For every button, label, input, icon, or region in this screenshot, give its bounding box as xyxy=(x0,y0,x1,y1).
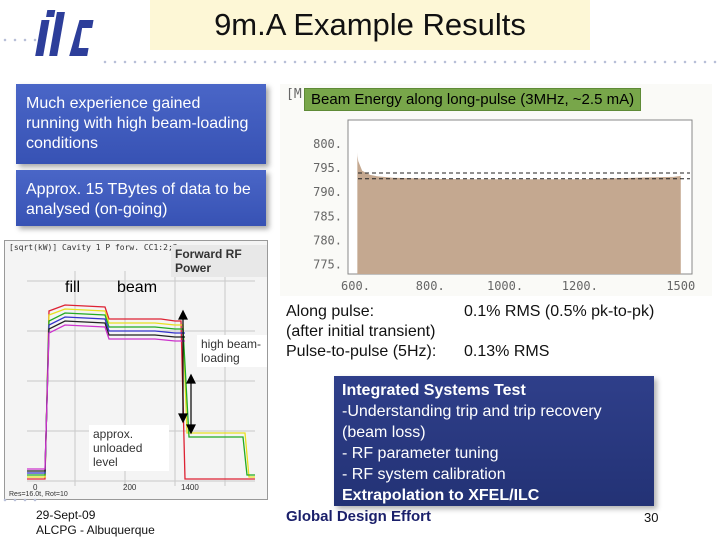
rf-axis-200: 200 xyxy=(123,483,137,492)
chart-title: Beam Energy along long-pulse (3MHz, ~2.5… xyxy=(304,88,642,111)
page-number: 30 xyxy=(644,510,659,525)
stats-line-2: (after initial transient) xyxy=(286,323,436,340)
footer-org: Global Design Effort xyxy=(286,508,432,525)
x-tick-label: 600. xyxy=(341,279,370,293)
ilc-logo-graphic xyxy=(35,10,94,56)
stats-along-value: 0.1% RMS (0.5% pk-to-pk) xyxy=(464,303,655,320)
title-bar: 9m.A Example Results xyxy=(150,0,590,50)
energy-line-0 xyxy=(356,147,681,180)
ist-box: Integrated Systems Test -Understanding t… xyxy=(334,376,654,506)
stats-p2p-value: 0.13% RMS xyxy=(464,343,550,360)
rf-plot-header: [sqrt(kW)] Cavity 1 P forw. CC1:2;3 xyxy=(9,243,178,252)
beam-energy-chart: 800. 795. 790. 785. 780. 775. 600. 800. 1000. 120… xyxy=(280,84,712,296)
beam-energy-chart-svg: 800. 795. 790. 785. 780. 775. 600. 800. 1000. 120… xyxy=(286,87,695,293)
stats-along-label: Along pulse: xyxy=(286,303,375,320)
stats-block: Along pulse: 0.1% RMS (0.5% pk-to-pk) (a… xyxy=(286,302,716,362)
ist-item-2: - RF parameter tuning xyxy=(342,445,499,462)
footer-event: ALCPG - Albuquerque xyxy=(36,523,155,537)
rf-plot-footer: Res=16.0t, Rot=10 xyxy=(9,491,68,498)
x-tick-label: 1000. xyxy=(487,279,523,293)
dotted-rule-left xyxy=(0,38,40,42)
y-tick-label: 790. xyxy=(313,185,342,199)
x-tick-label: 800. xyxy=(416,279,445,293)
stats-line-1: Along pulse: 0.1% RMS (0.5% pk-to-pk) xyxy=(286,302,716,322)
y-tick-label: 795. xyxy=(313,161,342,175)
page-title: 9m.A Example Results xyxy=(214,7,526,42)
dotted-rule-top xyxy=(100,60,720,64)
rf-plot: [sqrt(kW)] Cavity 1 P forw. CC1:2;3 xyxy=(4,240,268,500)
energy-area-0 xyxy=(357,147,681,274)
info-text-1: Much experience gained running with high… xyxy=(26,95,249,152)
beam-label: beam xyxy=(117,279,158,296)
ist-item-1: -Understanding trip and trip recovery (b… xyxy=(342,403,602,441)
ilc-logo xyxy=(30,6,100,64)
ist-footer: Extrapolation to XFEL/ILC xyxy=(342,487,540,504)
y-tick-label: 800. xyxy=(313,137,342,151)
rf-plot-graphic xyxy=(27,271,255,486)
high-beam-label: high beam-loading xyxy=(197,335,267,367)
y-tick-label: 775. xyxy=(313,257,342,271)
y-tick-label: 785. xyxy=(313,209,342,223)
ist-heading: Integrated Systems Test xyxy=(342,382,526,399)
footer-date: 29-Sept-09 xyxy=(36,508,96,522)
info-box-2: Approx. 15 TBytes of data to be analysed… xyxy=(16,170,266,226)
y-tick-label: 780. xyxy=(313,233,342,247)
stats-line-3: Pulse-to-pulse (5Hz): 0.13% RMS xyxy=(286,342,716,362)
unloaded-label: approx. unloaded level xyxy=(89,425,169,471)
info-box-1: Much experience gained running with high… xyxy=(16,84,266,164)
stats-p2p-label: Pulse-to-pulse (5Hz): xyxy=(286,343,437,360)
ist-item-3: - RF system calibration xyxy=(342,466,506,483)
rf-axis-1400: 1400 xyxy=(181,483,199,492)
rf-axis-0: 0 xyxy=(33,483,38,492)
dotted-rule-bottom-left xyxy=(0,498,40,502)
x-tick-label: 1500 xyxy=(666,279,695,293)
footer-left: 29-Sept-09 ALCPG - Albuquerque xyxy=(36,508,155,538)
info-text-2: Approx. 15 TBytes of data to be analysed… xyxy=(26,181,251,218)
fill-label: fill xyxy=(65,279,81,296)
forward-rf-label: Forward RF Power xyxy=(171,245,267,277)
x-tick-label: 1200. xyxy=(562,279,598,293)
corner-label: [M xyxy=(286,87,302,102)
